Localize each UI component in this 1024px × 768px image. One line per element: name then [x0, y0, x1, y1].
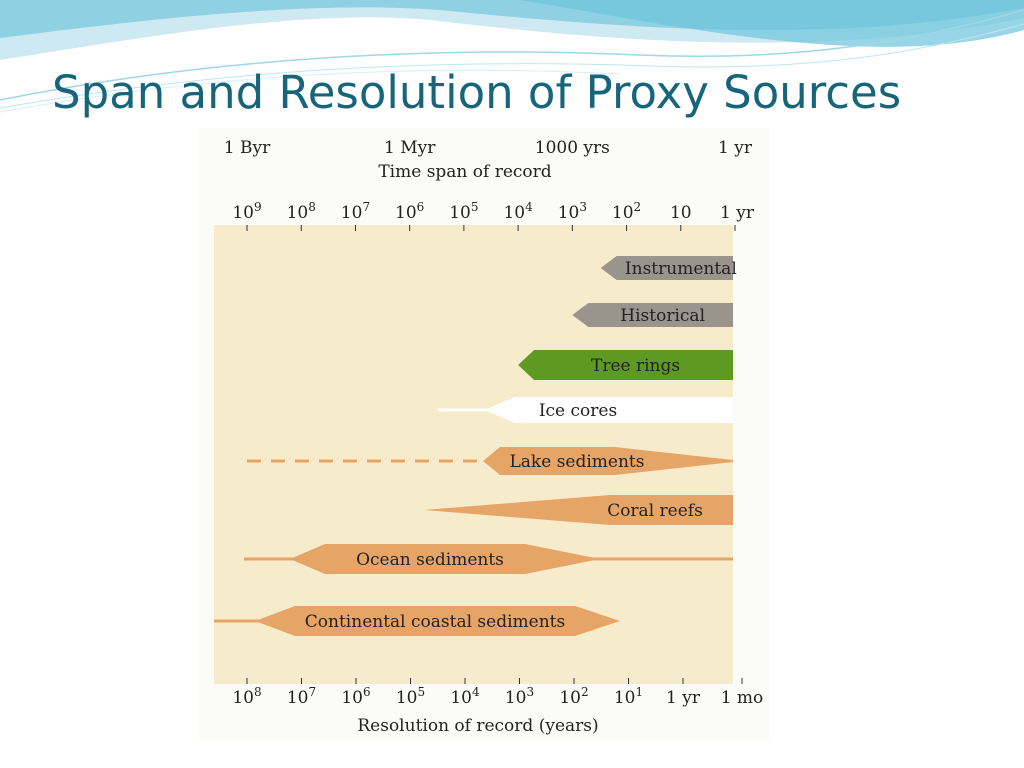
bar-instrumental: Instrumental — [600, 256, 737, 280]
bar-ice-cores: Ice cores — [438, 397, 733, 423]
top-axis-title: Time span of record — [378, 162, 551, 182]
time-label-1-yr: 1 yr — [718, 138, 753, 158]
bottom-tick-label: 105 — [396, 685, 425, 708]
top-tick-label: 102 — [612, 200, 641, 223]
bar-lake-sediments: Lake sediments — [247, 447, 733, 475]
bar-ocean-sediments: Ocean sediments — [244, 544, 733, 574]
top-tick-label: 10 — [670, 203, 692, 223]
bottom-tick-label: 106 — [341, 685, 370, 708]
bottom-tick-label: 104 — [450, 685, 480, 708]
bar-coral-reefs: Coral reefs — [424, 495, 733, 525]
bar-shape — [572, 303, 733, 327]
bar-label: Ice cores — [539, 401, 617, 421]
bar-label: Continental coastal sediments — [305, 612, 565, 632]
top-tick-label: 103 — [558, 200, 587, 223]
bar-shape — [483, 447, 733, 475]
bar-label: Instrumental — [625, 259, 737, 279]
bar-label: Historical — [620, 306, 705, 326]
bottom-tick-label: 103 — [505, 685, 534, 708]
slide-title: Span and Resolution of Proxy Sources — [52, 66, 902, 119]
bar-shape — [255, 606, 620, 636]
bottom-axis-title: Resolution of record (years) — [357, 716, 598, 736]
bar-shape — [488, 397, 733, 423]
top-tick-label: 107 — [341, 200, 370, 223]
bar-tree-rings: Tree rings — [518, 350, 733, 380]
top-tick-label: 1 yr — [720, 203, 755, 223]
bar-label: Ocean sediments — [356, 550, 504, 570]
bar-shape — [600, 256, 733, 280]
bar-shape — [518, 350, 733, 380]
bar-shape — [424, 495, 733, 525]
bar-continental-coastal-sediments: Continental coastal sediments — [214, 606, 620, 636]
bottom-tick-label: 102 — [559, 685, 588, 708]
bar-label: Coral reefs — [607, 501, 703, 521]
bar-label: Lake sediments — [510, 452, 645, 472]
top-tick-label: 109 — [232, 200, 261, 223]
bottom-tick-label: 1 mo — [721, 688, 764, 708]
bottom-tick-label: 1 yr — [666, 688, 701, 708]
time-label-1-byr: 1 Byr — [224, 138, 271, 158]
top-tick-label: 105 — [449, 200, 478, 223]
bar-historical: Historical — [572, 303, 733, 327]
bar-shape — [290, 544, 600, 574]
time-label-1000-yrs: 1000 yrs — [535, 138, 610, 158]
bottom-tick-label: 108 — [232, 685, 261, 708]
time-label-1-myr: 1 Myr — [384, 138, 436, 158]
top-tick-label: 108 — [287, 200, 316, 223]
top-tick-label: 106 — [395, 200, 424, 223]
header-wave-decoration — [0, 0, 1024, 113]
bottom-tick-label: 107 — [287, 685, 316, 708]
bottom-tick-label: 101 — [614, 685, 643, 708]
top-tick-label: 104 — [503, 200, 533, 223]
bar-label: Tree rings — [591, 356, 680, 376]
